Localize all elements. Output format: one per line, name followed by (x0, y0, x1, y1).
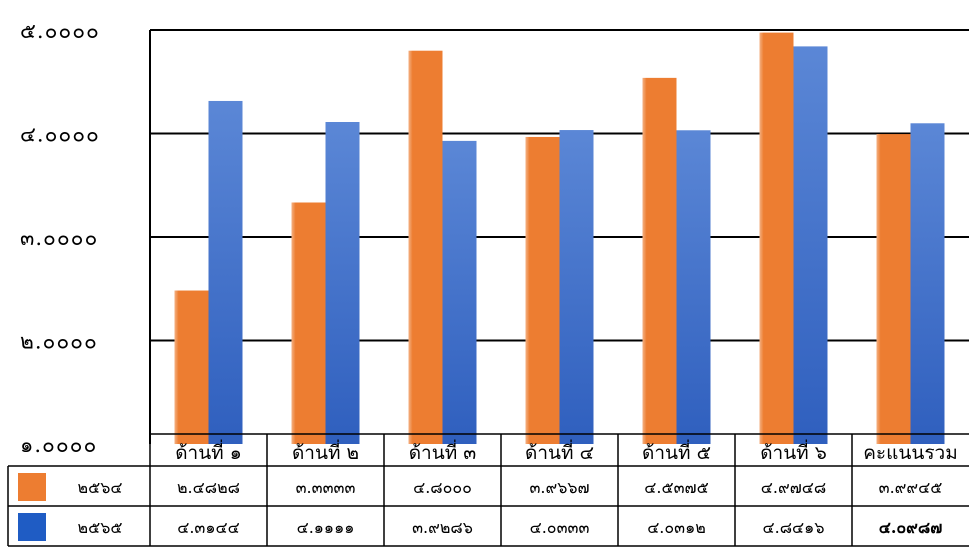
y-axis-ticks: ๑.๐๐๐๐ ๒.๐๐๐๐ ๓.๐๐๐๐ ๔.๐๐๐๐ ๕.๐๐๐๐ (20, 19, 100, 457)
y-tick-label: ๕.๐๐๐๐ (20, 19, 100, 43)
category-label: ด้านที่ ๑ (175, 439, 242, 464)
data-label: ๔.๑๑๑๑ (297, 518, 355, 537)
bar-series1-7 (876, 134, 911, 444)
category-label: ด้านที่ ๒ (292, 439, 359, 464)
y-tick-label: ๒.๐๐๐๐ (20, 330, 98, 354)
bar-series2-1 (208, 100, 243, 445)
legend-swatch (18, 473, 46, 501)
bar-series1-4 (525, 136, 560, 445)
category-label: ด้านที่ ๔ (525, 439, 594, 464)
category-label: ด้านที่ ๓ (409, 439, 477, 464)
bar-series2-3 (442, 140, 477, 444)
data-label: ๔.๐๓๓๓ (530, 518, 590, 537)
data-label: ๔.๕๓๗๕ (644, 478, 708, 497)
bar-series2-5 (676, 130, 711, 444)
data-label: ๔.๐๓๑๒ (647, 518, 706, 537)
bar-series1-2 (291, 202, 326, 444)
data-label: ๔.๐๙๘๗ (879, 518, 943, 537)
data-table: ด้านที่ ๑ ด้านที่ ๒ ด้านที่ ๓ ด้านที่ ๔ ด้าน… (7, 433, 969, 547)
category-label: ด้านที่ ๕ (642, 439, 711, 464)
data-label: ๓.๙๖๖๗ (529, 478, 589, 497)
y-tick-label: ๑.๐๐๐๐ (20, 433, 97, 457)
legend-label: ๒๕๖๕ (78, 518, 123, 537)
data-label: ๔.๙๗๔๘ (761, 478, 826, 497)
y-tick-label: ๓.๐๐๐๐ (20, 226, 98, 250)
data-label: ๔.๘๔๑๖ (763, 518, 825, 537)
data-label: ๔.๓๑๔๔ (177, 518, 240, 537)
data-label: ๓.๓๓๓๓ (296, 478, 356, 497)
data-label: ๒.๔๘๒๘ (177, 478, 240, 497)
category-label: คะแนนรวม (863, 442, 958, 464)
legend-swatch (18, 513, 46, 541)
bar-series2-2 (325, 122, 360, 444)
bar-series2-6 (793, 46, 828, 444)
legend-label: ๒๕๖๔ (78, 478, 123, 497)
bar-series1-1 (174, 290, 209, 444)
bar-series2-4 (559, 130, 594, 444)
bar-series2-7 (910, 123, 945, 445)
category-label: ด้านที่ ๖ (760, 439, 827, 464)
data-label: ๔.๘๐๐๐ (413, 478, 472, 497)
data-label: ๓.๙๒๘๖ (412, 518, 473, 537)
bar-series1-6 (759, 32, 794, 444)
bar-series1-5 (642, 77, 677, 445)
bar-series1-3 (408, 50, 443, 444)
data-label: ๓.๙๙๔๕ (879, 478, 943, 497)
y-tick-label: ๔.๐๐๐๐ (20, 123, 100, 147)
bars (174, 32, 945, 445)
